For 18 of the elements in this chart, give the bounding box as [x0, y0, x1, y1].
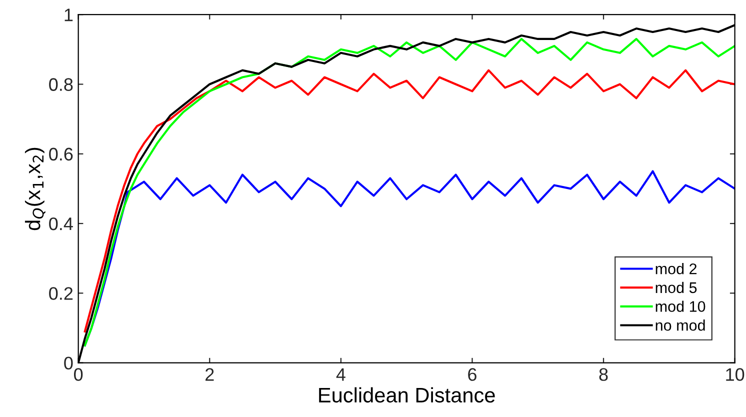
y-tick-label: 0 — [64, 356, 73, 370]
x-tick-label: 2 — [206, 368, 214, 381]
x-tick-label: 10 — [726, 368, 744, 381]
legend-label: mod 10 — [656, 300, 706, 312]
y-tick-label: 0.4 — [49, 217, 73, 230]
legend-label: no mod — [656, 320, 705, 331]
legend-label: mod 5 — [656, 282, 697, 294]
y-tick-label: 0.8 — [49, 78, 73, 91]
x-tick-label: 4 — [336, 368, 346, 381]
y-axis-title: d$_{Q}$(x$_{1}$,x$_{2}$) — [24, 148, 46, 230]
x-tick-label: 0 — [74, 368, 83, 381]
x-tick-label: 8 — [599, 368, 608, 381]
y-tick-label: 0.2 — [49, 287, 73, 300]
legend-label: mod 2 — [656, 263, 697, 274]
y-tick-label: 1 — [64, 8, 73, 22]
x-tick-label: 6 — [468, 368, 476, 381]
x-axis-title: Euclidean Distance — [319, 387, 495, 403]
y-tick-label: 0.6 — [49, 148, 73, 161]
